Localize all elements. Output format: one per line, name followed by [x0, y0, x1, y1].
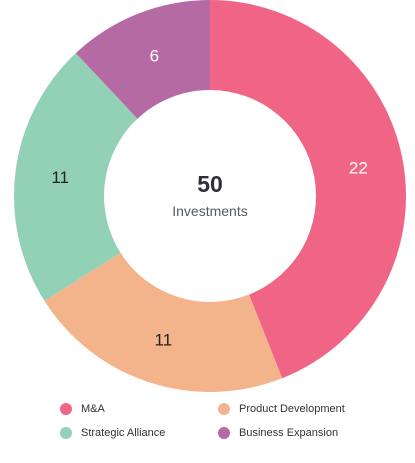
slice-value-label: 11: [51, 168, 69, 187]
center-total-value: 50: [197, 171, 223, 197]
donut-slice-strategic-alliance[interactable]: [13, 53, 138, 302]
legend-label: Strategic Alliance: [81, 427, 166, 439]
legend-label: Business Expansion: [239, 427, 339, 439]
chart-legend: M&A Product Development Strategic Allian…: [60, 401, 390, 441]
slice-value-label: 6: [150, 47, 159, 66]
legend-item-m-and-a[interactable]: M&A: [60, 401, 218, 417]
donut-slices: [13, 0, 406, 392]
donut-chart: 22 11 11 6 50 Investments: [13, 0, 406, 392]
legend-swatch-icon: [218, 403, 230, 415]
donut-slice-m-a[interactable]: [210, 0, 406, 379]
slice-value-label: 11: [155, 331, 173, 350]
slice-value-label: 22: [349, 159, 368, 178]
donut-slice-business-expansion[interactable]: [75, 0, 210, 119]
donut-slice-labels: 22 11 11 6: [51, 47, 367, 350]
legend-label: Product Development: [239, 403, 345, 415]
legend-item-business-expansion[interactable]: Business Expansion: [218, 425, 390, 441]
legend-swatch-icon: [218, 427, 230, 439]
legend-item-product-development[interactable]: Product Development: [218, 401, 390, 417]
center-caption: Investments: [172, 203, 247, 219]
donut-slice-product-development[interactable]: [44, 252, 283, 392]
legend-label: M&A: [81, 403, 105, 415]
legend-swatch-icon: [60, 403, 72, 415]
legend-item-strategic-alliance[interactable]: Strategic Alliance: [60, 425, 218, 441]
legend-swatch-icon: [60, 427, 72, 439]
